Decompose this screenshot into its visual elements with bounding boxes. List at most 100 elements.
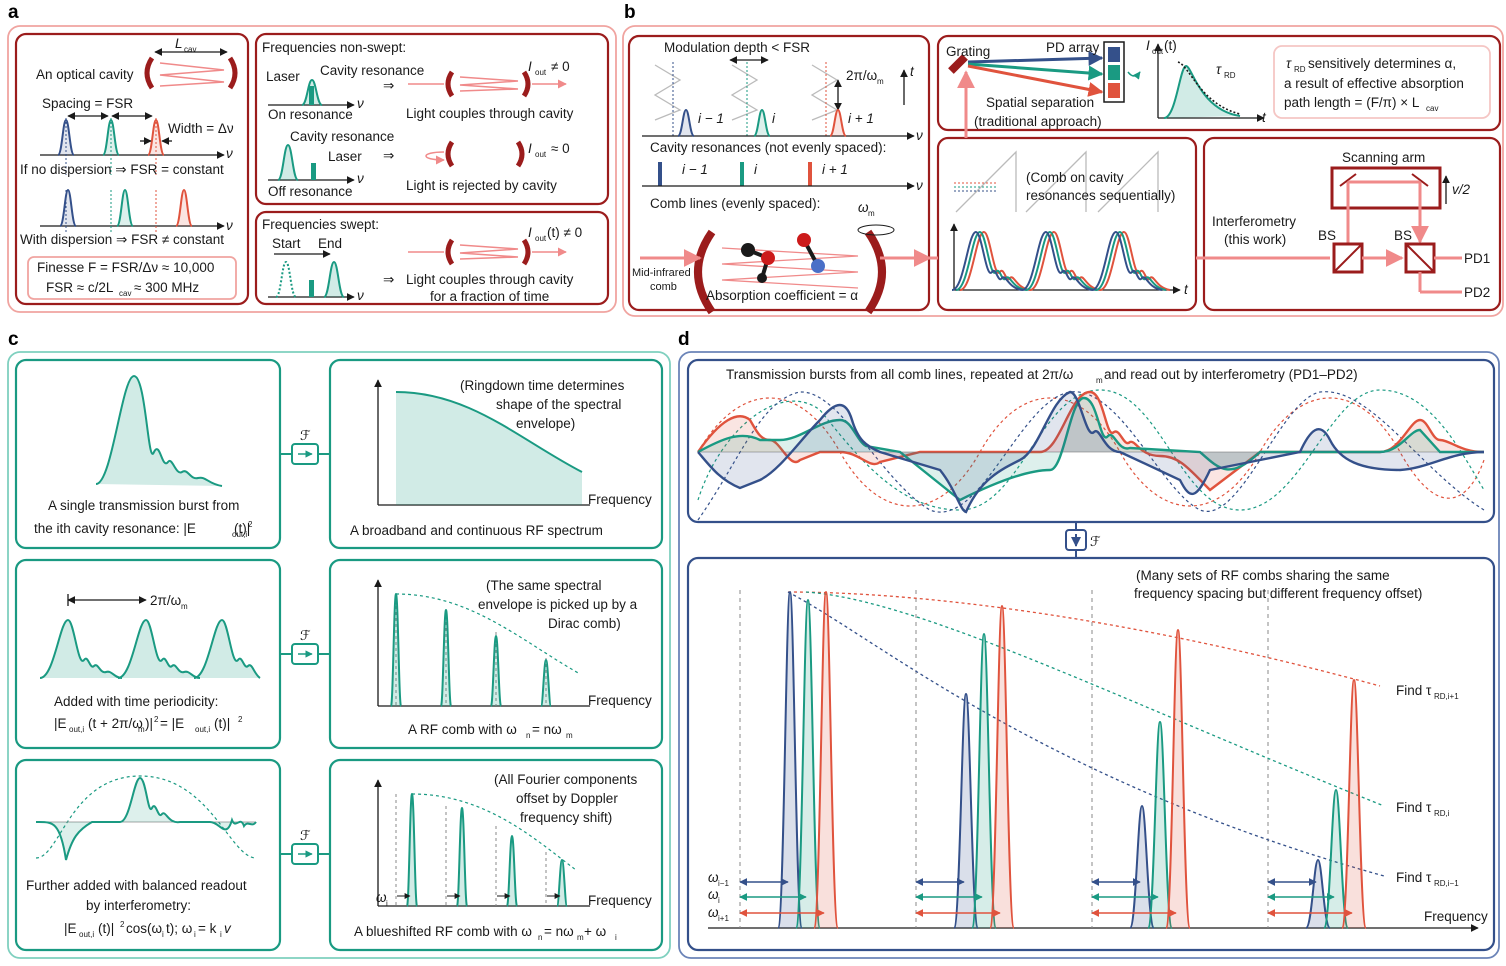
sq-2: 2 <box>154 715 159 724</box>
iout-label-3: I <box>528 225 532 240</box>
i-2: i <box>754 162 758 177</box>
periodicity-2e: (t)| <box>214 716 230 731</box>
spacing-text: Spacing = FSR <box>42 96 133 111</box>
mid-ir-2: comb <box>650 281 677 293</box>
t-axis-b: t <box>910 64 915 79</box>
rf-comb-sub: n <box>526 731 530 740</box>
doppler-2: offset by Doppler <box>516 791 618 806</box>
sq-4: 2 <box>120 920 125 929</box>
blueshifted-text: A blueshifted RF comb with ω <box>354 924 532 939</box>
i-minus-2: i − 1 <box>682 162 708 177</box>
i-minus-1: i − 1 <box>698 111 724 126</box>
mid-ir-1: Mid-infrared <box>632 267 691 279</box>
iout-t-b: (t) <box>1164 38 1177 53</box>
periodicity-2b: (t + 2π/ω <box>88 716 143 731</box>
omega-plus: ω <box>708 905 719 920</box>
rf-comb-end: = nω <box>532 722 562 737</box>
cavity-resonance-label-1: Cavity resonance <box>320 63 424 78</box>
couples-frac-1: Light couples through cavity <box>406 272 574 287</box>
bursts-sub: m <box>1096 376 1103 385</box>
panel-c: c ℱ ℱ ℱ A single transmission burst from… <box>7 329 671 959</box>
pd1-label: PD1 <box>1464 251 1490 266</box>
sq-3: 2 <box>238 715 243 724</box>
fsr-sub: cav <box>119 289 131 298</box>
nu-axis-b2: ν <box>916 178 923 193</box>
nu-axis-b1: ν <box>916 128 923 143</box>
two-pi-c: 2π/ω <box>150 593 181 608</box>
ringdown-1: (Ringdown time determines <box>460 378 625 393</box>
end-label: End <box>318 236 342 251</box>
sq-1: 2 <box>248 520 253 529</box>
spatial-2: (traditional approach) <box>974 114 1102 129</box>
iout-label-2: I <box>528 141 532 156</box>
start-label: Start <box>272 236 301 251</box>
omega-i-d: ω <box>708 887 719 902</box>
ringdown-2: shape of the spectral <box>496 397 621 412</box>
omega-plus-sub: i+1 <box>718 914 729 923</box>
arrow-1: ⇒ <box>383 78 394 93</box>
finesse-text: Finesse F = FSR/Δν ≈ 10,000 <box>37 260 214 275</box>
frequency-c1: Frequency <box>588 492 652 507</box>
same-env-1: (The same spectral <box>486 578 602 593</box>
nu-axis-3: ν <box>357 96 364 111</box>
cavity-resonance-label-2: Cavity resonance <box>290 129 394 144</box>
iout-ne0: ≠ 0 <box>551 59 570 74</box>
tau-text-1: sensitively determines α, <box>1308 56 1456 71</box>
blueshifted-end2-sub: i <box>615 933 617 942</box>
balanced-3d-sub: i <box>194 930 196 939</box>
grating-label: Grating <box>946 44 990 59</box>
two-pi-b: 2π/ω <box>846 68 877 83</box>
balanced-3b: (t)| <box>98 921 114 936</box>
iout-approx0: ≈ 0 <box>551 141 570 156</box>
optical-cavity-text: An optical cavity <box>36 67 134 82</box>
panel-d: d Transmission bursts from all comb line… <box>678 329 1500 959</box>
fsr-val: ≈ 300 MHz <box>134 280 199 295</box>
tau-text-3: path length = (F/π) × L <box>1284 95 1420 110</box>
ringdown-3: envelope) <box>516 416 575 431</box>
single-burst-2: the ith cavity resonance: |E <box>34 521 196 536</box>
comb-lines-text: Comb lines (evenly spaced): <box>650 196 820 211</box>
frequency-c2: Frequency <box>588 693 652 708</box>
periodicity-2c: )| <box>145 716 153 731</box>
comb-on-2: resonances sequentially) <box>1026 188 1175 203</box>
nu-axis-5: ν <box>357 288 364 303</box>
blueshifted-end2: + ω <box>584 924 606 939</box>
omega-minus-sub: i−1 <box>718 879 729 888</box>
scanning-arm-label: Scanning arm <box>1342 150 1425 165</box>
width-text: Width = Δν <box>168 121 234 136</box>
periodicity-1: Added with time periodicity: <box>54 694 218 709</box>
bursts-end: and read out by interferometry (PD1–PD2) <box>1104 367 1358 382</box>
panel-c-label: c <box>8 329 19 350</box>
interf-1: Interferometry <box>1212 214 1296 229</box>
nu-axis-2: ν <box>226 218 233 233</box>
omega-i-c-sub: i <box>386 899 388 908</box>
find-minus-sub: RD,i−1 <box>1434 879 1459 888</box>
panel-d-label: d <box>678 329 690 350</box>
iout-label-1: I <box>528 59 532 74</box>
blueshifted-sub: n <box>538 933 542 942</box>
periodicity-2d-sub: out,i <box>195 725 210 734</box>
omega-m-b: ω <box>858 200 869 215</box>
iout-b-sub: out <box>1152 47 1164 56</box>
frequency-d: Frequency <box>1424 909 1488 924</box>
blueshifted-end-sub: m <box>577 933 584 942</box>
balanced-3c-sub: i <box>162 930 164 939</box>
single-burst-sub: out,i <box>232 530 247 539</box>
off-resonance-label: Off resonance <box>268 184 353 199</box>
single-burst-end: (t)| <box>234 521 250 536</box>
broadband-text: A broadband and continuous RF spectrum <box>350 523 603 538</box>
lcav-sub: cav <box>184 45 196 54</box>
v2-label: v/2 <box>1452 182 1471 197</box>
tau-rd-b2: τ <box>1286 56 1292 71</box>
comb-on-1: (Comb on cavity <box>1026 170 1124 185</box>
periodicity-2b-sub: m <box>138 725 145 734</box>
iout-sub-3: out <box>535 234 547 243</box>
balanced-3f: v <box>224 921 232 936</box>
nu-axis-4: ν <box>357 171 364 186</box>
couples-text: Light couples through cavity <box>406 106 574 121</box>
swept-title: Frequencies swept: <box>262 217 379 232</box>
ft-c3: ℱ <box>300 828 311 843</box>
nonswept-title: Frequencies non-swept: <box>262 40 406 55</box>
periodicity-2: |E <box>54 716 67 731</box>
rf-comb-text: A RF comb with ω <box>408 722 517 737</box>
